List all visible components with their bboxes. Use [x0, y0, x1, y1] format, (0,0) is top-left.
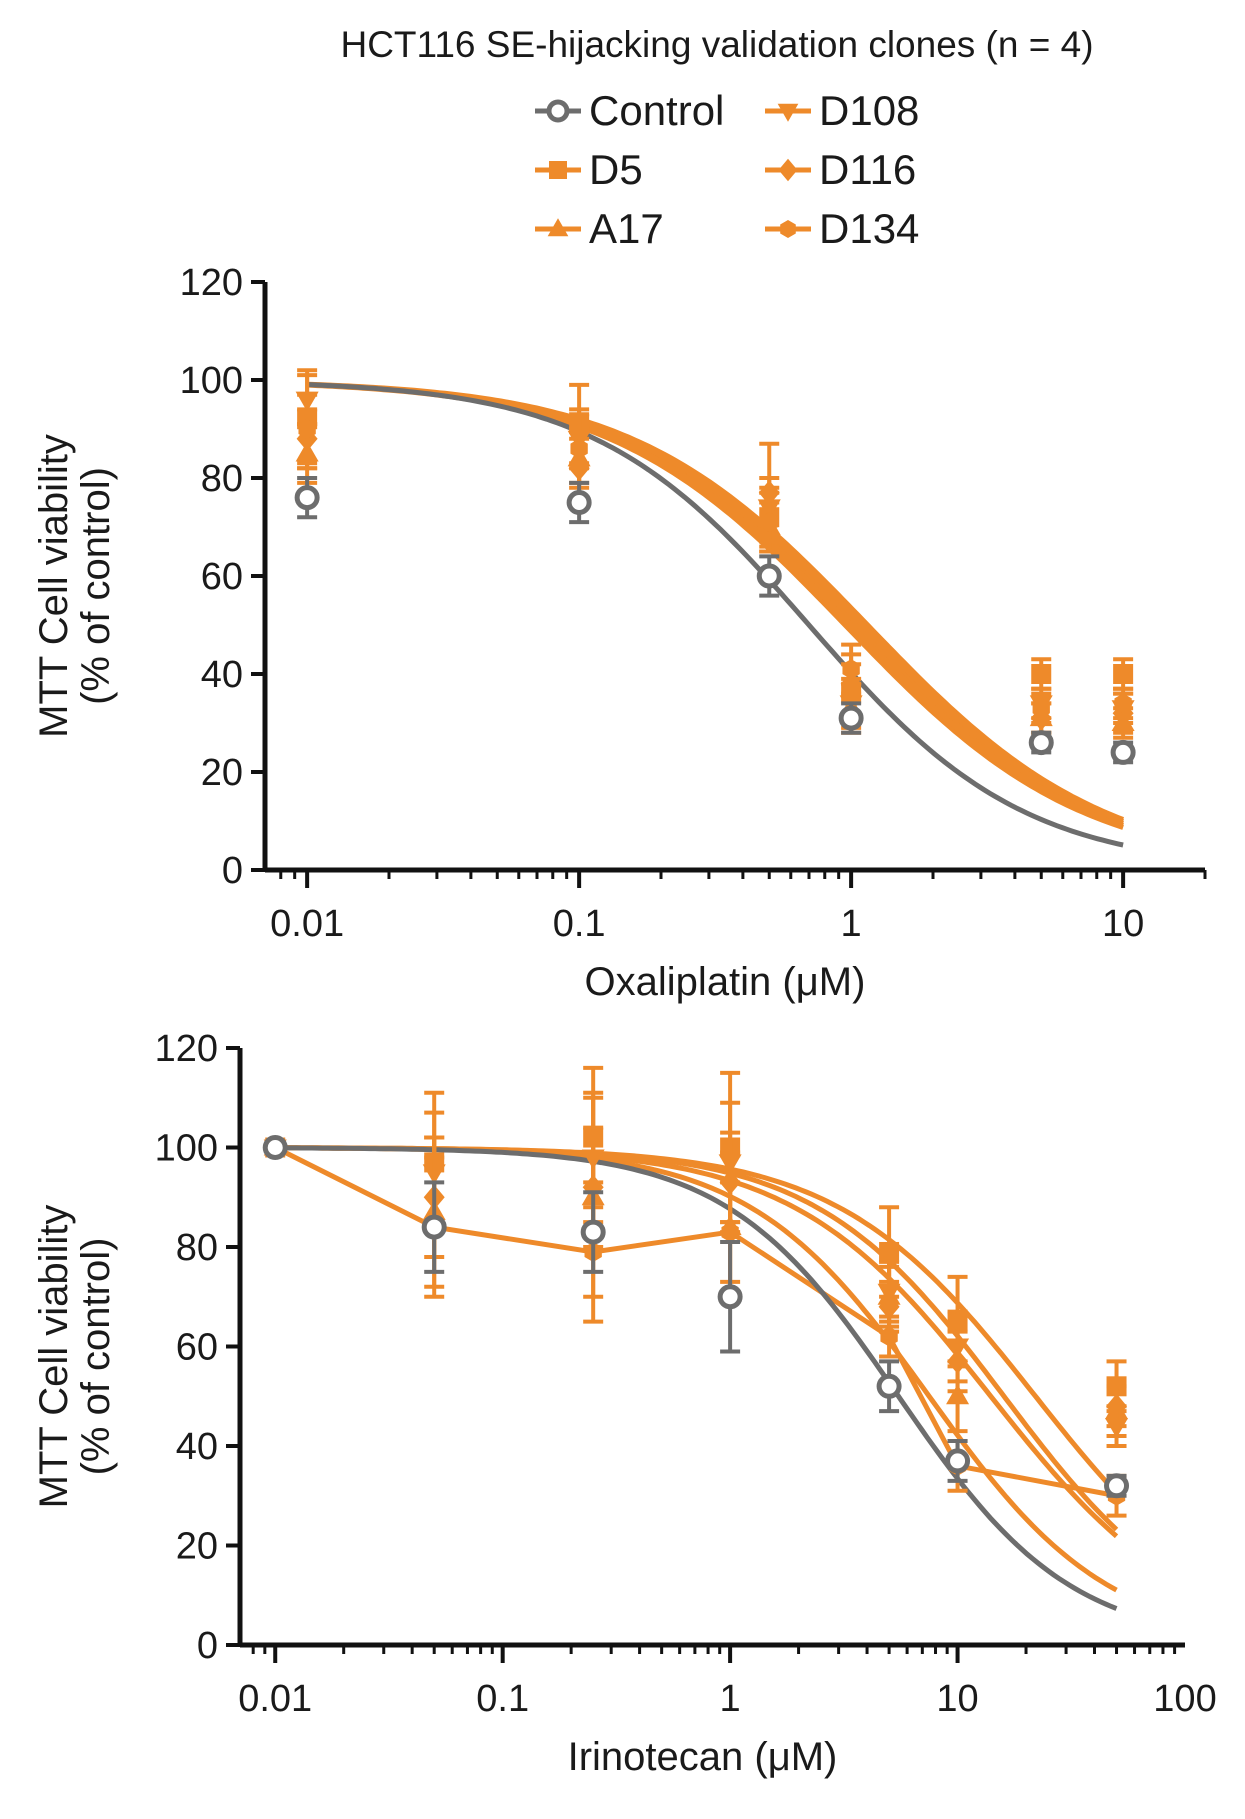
chart1-point-control	[294, 485, 320, 511]
irinotecan-chart: 0 20 40 60 80 100 120 0.01 0.1 1 10 100 Irinotecan (…	[32, 1028, 1217, 1779]
chart1-x-tick-label: 1	[841, 903, 862, 945]
legend-item-d134: D134	[765, 205, 919, 252]
chart2-x-axis-label: Irinotecan (μM)	[568, 1735, 838, 1779]
chart2-y-tick-label: 0	[197, 1625, 218, 1667]
legend-item-control: Control	[535, 87, 724, 134]
chart2-x-tick-label: 0.01	[238, 1678, 312, 1720]
chart2-y-tick-label: 80	[176, 1227, 218, 1269]
chart2-point-d116	[947, 1348, 969, 1374]
legend-marker-control-icon	[546, 99, 570, 123]
legend-label-d108: D108	[819, 87, 919, 134]
legend-label-d116: D116	[819, 146, 916, 193]
chart2-y-tick-label: 120	[155, 1028, 218, 1070]
chart2-point-d5	[879, 1241, 900, 1262]
legend-item-d5: D5	[535, 146, 643, 193]
chart2-point-control	[876, 1373, 902, 1399]
chart1-y-tick-label: 40	[201, 654, 243, 696]
chart1-y-tick-label: 80	[201, 458, 243, 500]
chart2-x-tick-label: 10	[936, 1678, 978, 1720]
chart1-x-axis-label: Oxaliplatin (μM)	[585, 960, 866, 1004]
chart2-y-tick-label: 40	[176, 1426, 218, 1468]
chart2-fit-curve-d116	[275, 1145, 1118, 1593]
chart2-y-axis-label-units: (% of control)	[74, 1238, 118, 1476]
chart1-point-d134	[570, 438, 588, 459]
chart2-point-control	[262, 1135, 288, 1160]
chart2-y-axis-label: MTT Cell viability	[32, 1205, 76, 1509]
chart1-y-tick-label: 120	[180, 262, 243, 304]
chart1-y-tick-label: 60	[201, 556, 243, 598]
legend-marker-d108-icon	[777, 103, 799, 122]
chart1-fit-curve-d134	[307, 381, 1124, 824]
chart1-point-d5	[1113, 664, 1134, 684]
chart1-fit-curve-d5	[307, 382, 1124, 826]
chart2-y-tick-label: 100	[155, 1128, 218, 1170]
chart2-point-control	[1104, 1473, 1130, 1499]
chart1-y-tick-label: 20	[201, 752, 243, 794]
chart1-y-tick-label: 0	[222, 850, 243, 892]
chart2-point-d134	[721, 1222, 739, 1243]
chart1-point-d134	[298, 419, 316, 439]
legend: Control D5 A17 D108 D116 D134	[535, 87, 919, 252]
chart1-point-control	[1110, 739, 1136, 765]
legend-marker-a17-icon	[547, 218, 569, 237]
chart1-y-axis-label: MTT Cell viability	[32, 434, 76, 738]
chart2-fit-curve-control	[275, 1145, 1118, 1611]
legend-label-a17: A17	[589, 205, 664, 252]
legend-label-d5: D5	[589, 146, 643, 193]
figure-title: HCT116 SE-hijacking validation clones (n…	[340, 24, 1093, 65]
legend-marker-d5-icon	[549, 161, 567, 179]
chart1-point-control	[1028, 730, 1054, 756]
chart1-fit-curve-d116	[307, 382, 1124, 828]
chart1-point-control	[756, 563, 782, 589]
chart2-fit-curve-d5	[275, 1145, 1119, 1495]
legend-item-d116: D116	[765, 146, 916, 193]
chart2-point-d116	[878, 1294, 900, 1320]
chart2-point-control	[717, 1284, 743, 1310]
legend-label-control: Control	[589, 87, 724, 134]
oxaliplatin-chart: 0 20 40 60 80 100 120 0.01 0.1 1 10 Oxaliplatin (μM…	[32, 262, 1207, 1004]
chart1-point-control	[838, 705, 864, 731]
chart1-x-tick-label: 0.01	[270, 903, 344, 945]
legend-label-d134: D134	[819, 205, 919, 252]
chart2-x-tick-label: 1	[720, 1678, 741, 1720]
chart2-x-tick-label: 100	[1153, 1678, 1216, 1720]
legend-item-d108: D108	[765, 87, 919, 134]
chart2-point-control	[580, 1219, 606, 1245]
chart1-fit-curve-control	[306, 382, 1124, 848]
chart2-point-control	[421, 1214, 447, 1240]
chart1-y-tick-label: 100	[180, 360, 243, 402]
chart1-point-d134	[1114, 693, 1132, 714]
chart1-x-tick-label: 0.1	[553, 903, 606, 945]
chart2-x-tick-label: 0.1	[476, 1678, 529, 1720]
chart2-point-a17	[946, 1384, 970, 1405]
chart1-point-d134	[760, 512, 778, 533]
chart1-point-control	[566, 490, 592, 515]
chart2-point-d116	[1106, 1393, 1128, 1419]
chart2-y-tick-label: 60	[176, 1327, 218, 1369]
chart2-y-tick-label: 20	[176, 1526, 218, 1568]
chart1-y-axis-label-units: (% of control)	[74, 467, 118, 705]
chart1-x-tick-label: 10	[1102, 903, 1144, 945]
chart2-point-control	[945, 1448, 971, 1474]
chart1-point-d5	[1031, 664, 1052, 684]
chart1-point-d134	[842, 659, 860, 680]
legend-marker-d116-icon	[778, 158, 798, 182]
chart2-line-d134	[274, 1145, 1117, 1499]
legend-item-a17: A17	[535, 205, 664, 252]
chart2-point-d134	[880, 1326, 898, 1347]
legend-marker-d134-icon	[780, 220, 796, 238]
chart1-point-d134	[1032, 698, 1050, 719]
